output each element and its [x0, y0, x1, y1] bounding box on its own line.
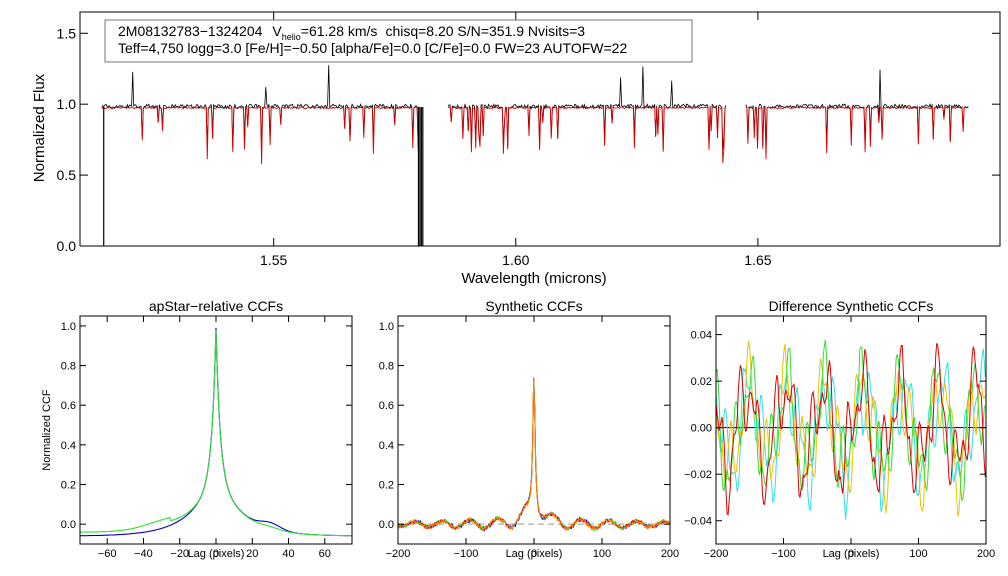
apstar-ccf-xtick-label: 60	[319, 548, 331, 560]
difference-ccf-panel: Difference Synthetic CCFs −200 −100 0 100 20…	[684, 298, 995, 560]
synthetic-spectrum-chip-2	[447, 105, 727, 164]
difference-ccf-ytick-label: 0.02	[691, 376, 712, 388]
synthetic-ccf-ytick-label: 0.4	[379, 440, 394, 452]
difference-ccf-ytick-label: 0.04	[691, 330, 712, 342]
apstar-ccf-ytick-label: 1.0	[61, 321, 76, 333]
apstar-ccf-lines	[79, 327, 353, 537]
apstar-ccf-ylabel: Normalized CCF	[41, 389, 53, 471]
difference-ccf-xtick-label: 100	[909, 548, 927, 560]
difference-ccf-ticks: −200 −100 0 100 200 −0.04 −0.02 0.00 0.02 0.04	[684, 316, 995, 560]
spectrum-lines	[101, 65, 969, 246]
synthetic-ccf-ytick-label: 0.2	[379, 480, 394, 492]
apstar-ccf-xtick-label: −40	[134, 548, 153, 560]
synthetic-ccf-frame	[397, 315, 671, 545]
synthetic-ccf-ytick-label: 1.0	[379, 321, 394, 333]
apstar-ccf-ytick-label: 0.6	[61, 400, 76, 412]
vhelio-value: =61.28 km/s	[301, 23, 378, 39]
spectrum-xtick-label: 1.60	[502, 252, 529, 268]
synthetic-spectrum-chip-1	[101, 105, 419, 165]
apstar-ccf-xtick-label: 20	[246, 548, 258, 560]
observed-spectrum-chip-1	[101, 65, 419, 151]
apstar-ccf-ticks: −60 −40 −20 0 20 40 60 0.0 0.2 0.4 0.6 0.8 1.0	[61, 316, 352, 560]
difference-ccf-ytick-label: −0.02	[684, 469, 712, 481]
observed-spectrum-chip-3	[745, 69, 969, 149]
difference-ccf-lines	[715, 339, 986, 520]
fit-stats: chisq=8.20 S/N=351.9 Nvisits=3	[385, 23, 585, 39]
apstar-ccf-frame	[79, 315, 353, 545]
difference-ccf-xlabel: Lag (pixels)	[823, 548, 880, 560]
spectrum-panel: 1.55 1.60 1.65 0.0 0.5 1.0 1.5 2M08132783−1324…	[31, 11, 1001, 287]
spectrum-xlabel: Wavelength (microns)	[461, 270, 606, 287]
spectrum-ytick-label: 0.5	[57, 167, 77, 183]
spectrum-ticks: 1.55 1.60 1.65 0.0 0.5 1.0 1.5	[57, 12, 1000, 268]
synthetic-ccf-ytick-label: 0.0	[379, 519, 394, 531]
apstar-ccf-panel: apStar−relative CCFs −60 −40 −20 0 20 40 60 0.0…	[41, 298, 353, 560]
spectrum-frame	[79, 11, 1001, 247]
difference-ccf-ytick-label: −0.04	[684, 516, 712, 528]
synthetic-ccf-title: Synthetic CCFs	[485, 298, 582, 314]
apstar-ccf-ytick-label: 0.4	[61, 440, 76, 452]
apstar-ccf-visit-1	[79, 327, 353, 537]
apstar-ccf-ytick-label: 0.8	[61, 361, 76, 373]
synthetic-spectrum-chip-3	[745, 105, 969, 160]
synthetic-ccf-xtick-label: 200	[661, 548, 679, 560]
spectrum-ytick-label: 0.0	[57, 238, 77, 254]
synthetic-ccf-visit-4	[397, 377, 670, 532]
synthetic-ccf-ytick-label: 0.6	[379, 400, 394, 412]
synthetic-ccf-xtick-label: −100	[454, 548, 479, 560]
apstar-ccf-visit-2	[80, 329, 352, 537]
annotation-box	[104, 19, 693, 63]
apstar-ccf-title: apStar−relative CCFs	[149, 298, 283, 314]
difference-ccf-cyan	[715, 348, 986, 520]
difference-ccf-xtick-label: −100	[771, 548, 796, 560]
apstar-ccf-xtick-label: 0	[213, 548, 219, 560]
synthetic-ccf-xtick-label: −200	[386, 548, 411, 560]
apstar-ccf-xtick-label: 40	[282, 548, 294, 560]
difference-ccf-ytick-label: 0.00	[691, 423, 712, 435]
difference-ccf-xtick-label: 200	[977, 548, 995, 560]
synthetic-ccf-xtick-label: 100	[593, 548, 611, 560]
spectrum-xtick-label: 1.55	[260, 252, 287, 268]
apstar-ccf-xtick-label: −20	[170, 548, 189, 560]
synthetic-ccf-lines	[397, 377, 670, 533]
synthetic-ccf-ytick-label: 0.8	[379, 361, 394, 373]
synthetic-ccf-ticks: −200 −100 0 100 200 0.0 0.2 0.4 0.6 0.8 1.0	[379, 316, 679, 560]
spectrum-ytick-label: 1.5	[57, 25, 77, 41]
difference-ccf-yellow	[715, 340, 986, 517]
apstar-ccf-ytick-label: 0.2	[61, 480, 76, 492]
difference-ccf-title: Difference Synthetic CCFs	[769, 298, 934, 314]
observed-spectrum-chip-2	[447, 66, 727, 150]
apstar-ccf-xlabel: Lag (pixels)	[188, 548, 245, 560]
vhelio-subscript: helio	[282, 32, 301, 42]
annotation-line-1: 2M08132783−1324204 Vhelio=61.28 km/s chisq…	[118, 23, 585, 42]
synthetic-ccf-xlabel: Lag (pixels)	[506, 548, 563, 560]
annotation-line-2: Teff=4,750 logg=3.0 [Fe/H]=−0.50 [alpha/…	[118, 40, 627, 56]
spectrum-xtick-label: 1.65	[744, 252, 771, 268]
synthetic-ccf-xtick-label: 0	[531, 548, 537, 560]
synthetic-ccf-panel: Synthetic CCFs −200 −100 0 100 200 0.0 0.2 0.4 0…	[379, 298, 679, 560]
difference-ccf-xtick-label: −200	[704, 548, 729, 560]
apstar-ccf-xtick-label: −60	[98, 548, 117, 560]
spectrum-ylabel: Normalized Flux	[31, 73, 48, 182]
star-id: 2M08132783−1324204	[118, 23, 263, 39]
spectrum-ytick-label: 1.0	[57, 96, 77, 112]
vhelio-label: V	[272, 23, 282, 39]
apstar-ccf-ytick-label: 0.0	[61, 519, 76, 531]
difference-ccf-xtick-label: 0	[848, 548, 854, 560]
difference-ccf-red	[715, 343, 986, 516]
